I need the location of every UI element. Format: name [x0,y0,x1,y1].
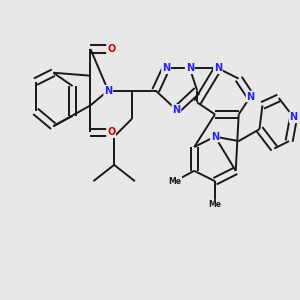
Text: Me: Me [168,177,182,186]
Text: N: N [162,63,170,73]
Text: N: N [247,92,255,101]
Text: N: N [290,112,298,122]
Text: N: N [186,63,194,73]
Text: O: O [107,127,115,137]
Text: O: O [107,44,115,54]
Text: N: N [214,63,222,73]
Text: N: N [172,105,181,115]
Text: N: N [104,85,112,96]
Text: N: N [211,132,219,142]
Text: Me: Me [208,200,221,209]
